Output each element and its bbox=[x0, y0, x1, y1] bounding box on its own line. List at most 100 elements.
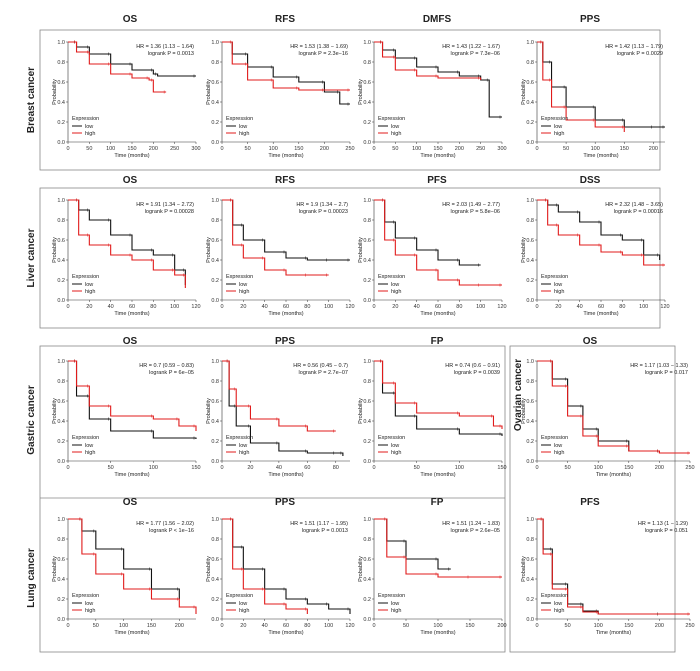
x-tick-label: 100 bbox=[269, 146, 278, 152]
x-tick-label: 150 bbox=[497, 465, 506, 471]
y-tick-label: 0.6 bbox=[526, 399, 534, 405]
panel-title: OS bbox=[123, 497, 138, 508]
legend-low-label: low bbox=[85, 282, 93, 288]
row-label-gastric: Gastric cancer bbox=[26, 385, 37, 455]
y-tick-label: 0.0 bbox=[363, 459, 371, 465]
x-tick-label: 100 bbox=[149, 465, 158, 471]
x-tick-label: 200 bbox=[175, 623, 184, 629]
x-tick-label: 0 bbox=[220, 304, 223, 310]
x-tick-label: 0 bbox=[220, 465, 223, 471]
km-panel: PPS 0.0 0.2 0.4 0.6 0.8 1.0 0 20 40 60 80 Time (mont… bbox=[206, 336, 350, 478]
y-tick-label: 0.2 bbox=[211, 597, 219, 603]
x-axis-label: Time (months) bbox=[114, 153, 149, 159]
y-tick-label: 0.8 bbox=[211, 60, 219, 66]
y-axis-label: Probability bbox=[206, 556, 212, 582]
x-tick-label: 60 bbox=[598, 304, 604, 310]
x-axis-label: Time (months) bbox=[420, 153, 455, 159]
y-tick-label: 0.6 bbox=[363, 557, 371, 563]
y-tick-label: 0.4 bbox=[363, 258, 371, 264]
y-tick-label: 0.8 bbox=[363, 379, 371, 385]
hr-text: HR = 1.51 (1.24 − 1.83) bbox=[442, 521, 500, 527]
legend-high-label: high bbox=[85, 131, 95, 137]
x-axis-label: Time (months) bbox=[268, 630, 303, 636]
x-tick-label: 120 bbox=[660, 304, 669, 310]
legend-title: Expression bbox=[378, 116, 405, 122]
y-tick-label: 0.4 bbox=[211, 258, 219, 264]
x-tick-label: 150 bbox=[624, 465, 633, 471]
y-tick-label: 1.0 bbox=[57, 198, 65, 204]
km-panel: OS 0.0 0.2 0.4 0.6 0.8 1.0 0 20 40 60 80 100 120 Time … bbox=[52, 175, 201, 317]
legend-high-label: high bbox=[85, 608, 95, 614]
y-tick-label: 0.0 bbox=[57, 617, 65, 623]
y-axis-label: Probability bbox=[52, 237, 58, 263]
x-tick-label: 20 bbox=[240, 304, 246, 310]
series-high-curve bbox=[222, 518, 308, 614]
series-high-curve bbox=[68, 41, 167, 93]
y-tick-label: 0.0 bbox=[211, 140, 219, 146]
x-tick-label: 150 bbox=[147, 623, 156, 629]
legend-high-label: high bbox=[391, 289, 401, 295]
y-tick-label: 0.0 bbox=[57, 459, 65, 465]
legend-low-label: low bbox=[554, 124, 562, 130]
hr-text: HR = 0.74 (0.6 − 0.91) bbox=[445, 363, 500, 369]
legend-title: Expression bbox=[72, 116, 99, 122]
x-tick-label: 200 bbox=[497, 623, 506, 629]
y-tick-label: 0.4 bbox=[363, 577, 371, 583]
y-tick-label: 0.8 bbox=[363, 218, 371, 224]
legend-high-label: high bbox=[554, 450, 564, 456]
legend-high-label: high bbox=[554, 289, 564, 295]
y-tick-label: 1.0 bbox=[211, 40, 219, 46]
hr-text: HR = 1.13 (1 − 1.29) bbox=[638, 521, 688, 527]
x-tick-label: 50 bbox=[108, 465, 114, 471]
y-axis-label: Probability bbox=[358, 556, 364, 582]
series-high-curve bbox=[222, 199, 329, 276]
x-tick-label: 120 bbox=[345, 623, 354, 629]
pvalue-text: logrank P = 2.7e−07 bbox=[299, 370, 348, 376]
hr-text: HR = 1.77 (1.56 − 2.02) bbox=[136, 521, 194, 527]
y-axis-label: Probability bbox=[52, 556, 58, 582]
series-low-curve bbox=[374, 518, 451, 570]
y-tick-label: 1.0 bbox=[211, 517, 219, 523]
y-tick-label: 0.0 bbox=[363, 298, 371, 304]
x-tick-label: 50 bbox=[86, 146, 92, 152]
hr-text: HR = 1.43 (1.22 − 1.67) bbox=[442, 44, 500, 50]
y-tick-label: 1.0 bbox=[363, 359, 371, 365]
x-tick-label: 80 bbox=[304, 623, 310, 629]
legend-low-label: low bbox=[391, 282, 399, 288]
x-tick-label: 120 bbox=[497, 304, 506, 310]
x-tick-label: 100 bbox=[639, 304, 648, 310]
y-tick-label: 1.0 bbox=[57, 517, 65, 523]
x-tick-label: 0 bbox=[66, 465, 69, 471]
hr-text: HR = 1.53 (1.38 − 1.69) bbox=[290, 44, 348, 50]
x-tick-label: 150 bbox=[294, 146, 303, 152]
x-tick-label: 250 bbox=[685, 623, 694, 629]
y-tick-label: 0.0 bbox=[211, 459, 219, 465]
x-tick-label: 60 bbox=[129, 304, 135, 310]
pvalue-text: logrank P = 0.0013 bbox=[302, 528, 348, 534]
y-tick-label: 0.2 bbox=[57, 278, 65, 284]
y-tick-label: 0.2 bbox=[363, 278, 371, 284]
y-tick-label: 0.4 bbox=[526, 577, 534, 583]
series-low-curve bbox=[222, 518, 351, 614]
y-tick-label: 0.8 bbox=[363, 60, 371, 66]
x-tick-label: 0 bbox=[66, 304, 69, 310]
y-tick-label: 0.2 bbox=[363, 597, 371, 603]
y-tick-label: 0.4 bbox=[57, 419, 65, 425]
series-low-curve bbox=[68, 41, 196, 77]
x-tick-label: 200 bbox=[149, 146, 158, 152]
legend-title: Expression bbox=[72, 435, 99, 441]
x-tick-label: 100 bbox=[594, 465, 603, 471]
series-high-curve bbox=[374, 41, 482, 80]
series-high-curve bbox=[68, 199, 186, 288]
y-tick-label: 0.6 bbox=[363, 238, 371, 244]
x-tick-label: 120 bbox=[345, 304, 354, 310]
y-tick-label: 0.8 bbox=[211, 218, 219, 224]
x-tick-label: 80 bbox=[150, 304, 156, 310]
pvalue-text: logrank P = 6e−05 bbox=[149, 370, 194, 376]
y-axis-label: Probability bbox=[521, 237, 527, 263]
legend-high-label: high bbox=[239, 450, 249, 456]
x-tick-label: 60 bbox=[435, 304, 441, 310]
x-tick-label: 20 bbox=[247, 465, 253, 471]
x-tick-label: 50 bbox=[93, 623, 99, 629]
x-tick-label: 300 bbox=[191, 146, 200, 152]
